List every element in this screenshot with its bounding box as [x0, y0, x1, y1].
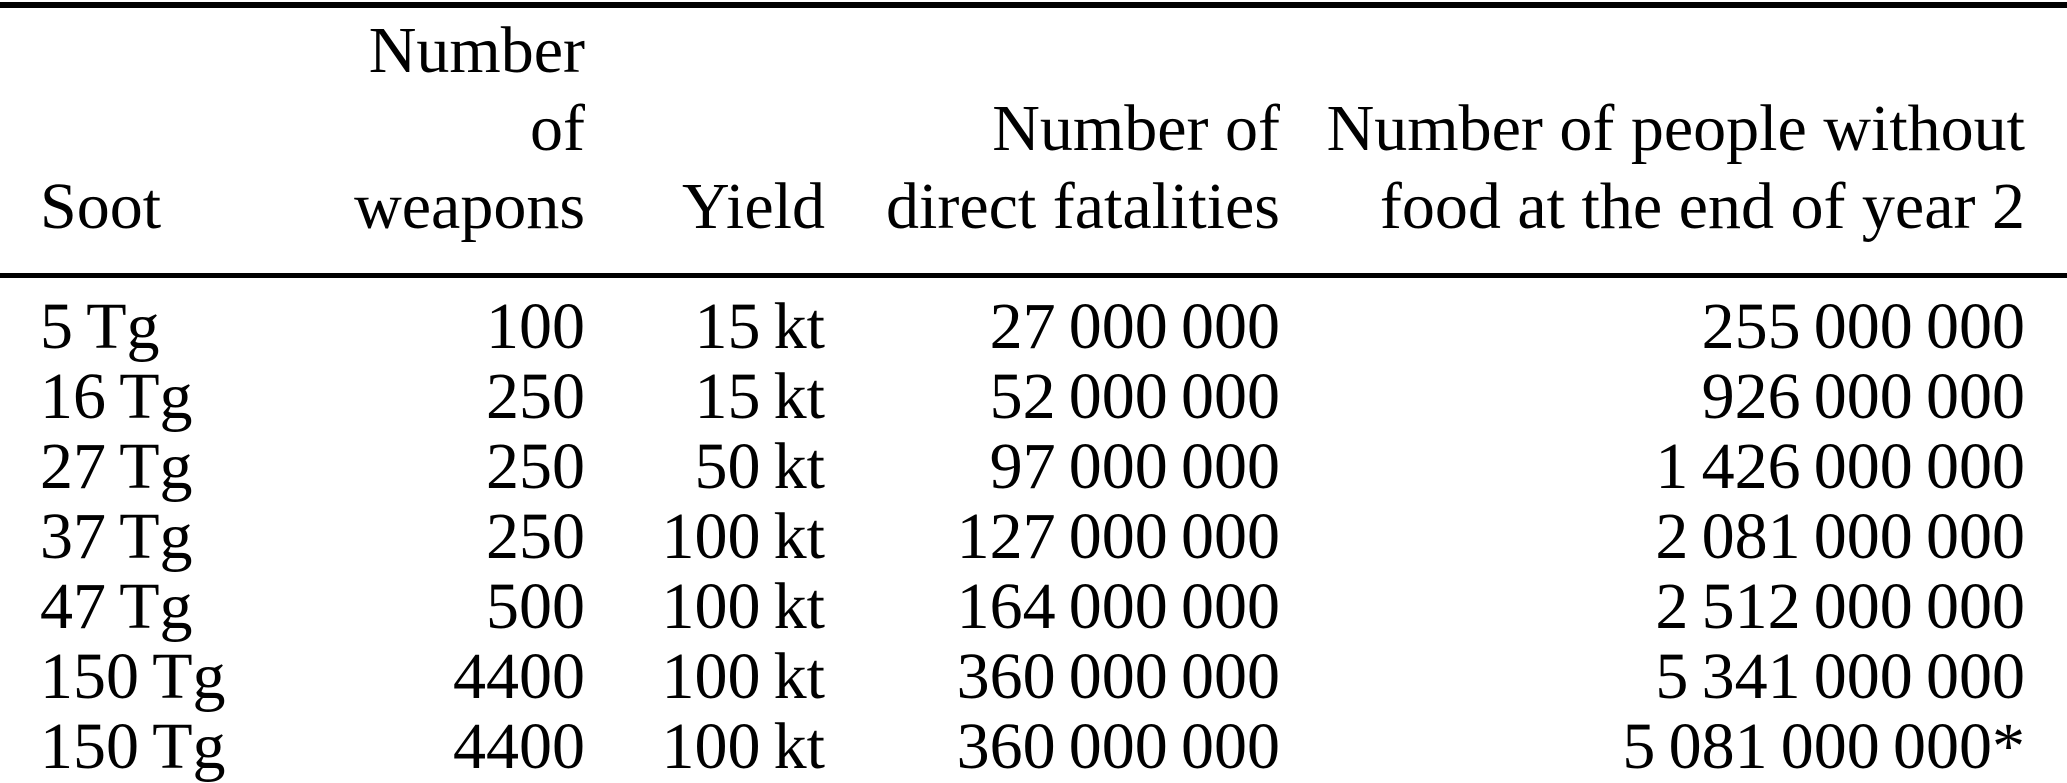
- cell-people-without-food: 2 081 000 000: [1655, 500, 2025, 573]
- table-row: 16 Tg 250 15 kt 52 000 000 926 000 000: [0, 362, 2067, 432]
- cell-people-without-food: 5 341 000 000: [1655, 640, 2025, 713]
- cell-yield: 100 kt: [661, 710, 825, 783]
- cell-weapons: 100: [486, 290, 585, 363]
- cell-yield: 100 kt: [661, 570, 825, 643]
- table-row: 27 Tg 250 50 kt 97 000 000 1 426 000 000: [0, 432, 2067, 502]
- cell-people-without-food: 5 081 000 000*: [1622, 710, 2025, 783]
- cell-fatalities: 360 000 000: [956, 640, 1280, 713]
- cell-fatalities: 52 000 000: [989, 360, 1280, 433]
- cell-weapons: 250: [486, 360, 585, 433]
- cell-weapons: 500: [486, 570, 585, 643]
- header-row: Soot Number of weapons Yield Number of d…: [0, 8, 2067, 278]
- cell-weapons: 4400: [453, 640, 585, 713]
- cell-soot: 150 Tg: [40, 710, 226, 783]
- cell-yield: 100 kt: [661, 640, 825, 713]
- cell-fatalities: 97 000 000: [989, 430, 1280, 503]
- table-row: 150 Tg 4400 100 kt 360 000 000 5 081 000…: [0, 712, 2067, 783]
- cell-yield: 15 kt: [694, 290, 825, 363]
- cell-soot: 150 Tg: [40, 640, 226, 713]
- cell-soot: 37 Tg: [40, 500, 193, 573]
- cell-people-without-food: 255 000 000: [1701, 290, 2025, 363]
- cell-yield: 50 kt: [694, 430, 825, 503]
- cell-soot: 47 Tg: [40, 570, 193, 643]
- cell-fatalities: 27 000 000: [989, 290, 1280, 363]
- cell-yield: 15 kt: [694, 360, 825, 433]
- cell-fatalities: 127 000 000: [956, 500, 1280, 573]
- col-header-direct-fatalities: Number of direct fatalities: [825, 8, 1280, 278]
- cell-soot: 16 Tg: [40, 360, 193, 433]
- col-header-soot: Soot: [0, 8, 345, 278]
- col-header-yield: Yield: [585, 8, 825, 278]
- cell-people-without-food: 1 426 000 000: [1655, 430, 2025, 503]
- cell-people-without-food: 926 000 000: [1701, 360, 2025, 433]
- cell-soot: 5 Tg: [40, 290, 160, 363]
- col-header-people-without-food: Number of people without food at the end…: [1280, 8, 2067, 278]
- table-body: 5 Tg 100 15 kt 27 000 000 255 000 000 16…: [0, 278, 2067, 783]
- cell-yield: 100 kt: [661, 500, 825, 573]
- cell-soot: 27 Tg: [40, 430, 193, 503]
- table-row: 5 Tg 100 15 kt 27 000 000 255 000 000: [0, 278, 2067, 362]
- cell-people-without-food: 2 512 000 000: [1655, 570, 2025, 643]
- table-row: 47 Tg 500 100 kt 164 000 000 2 512 000 0…: [0, 572, 2067, 642]
- cell-weapons: 250: [486, 500, 585, 573]
- table-row: 150 Tg 4400 100 kt 360 000 000 5 341 000…: [0, 642, 2067, 712]
- cell-fatalities: 360 000 000: [956, 710, 1280, 783]
- cell-fatalities: 164 000 000: [956, 570, 1280, 643]
- cell-weapons: 4400: [453, 710, 585, 783]
- cell-weapons: 250: [486, 430, 585, 503]
- col-header-number-of-weapons: Number of weapons: [345, 8, 585, 278]
- table-row: 37 Tg 250 100 kt 127 000 000 2 081 000 0…: [0, 502, 2067, 572]
- table-header: Soot Number of weapons Yield Number of d…: [0, 8, 2067, 278]
